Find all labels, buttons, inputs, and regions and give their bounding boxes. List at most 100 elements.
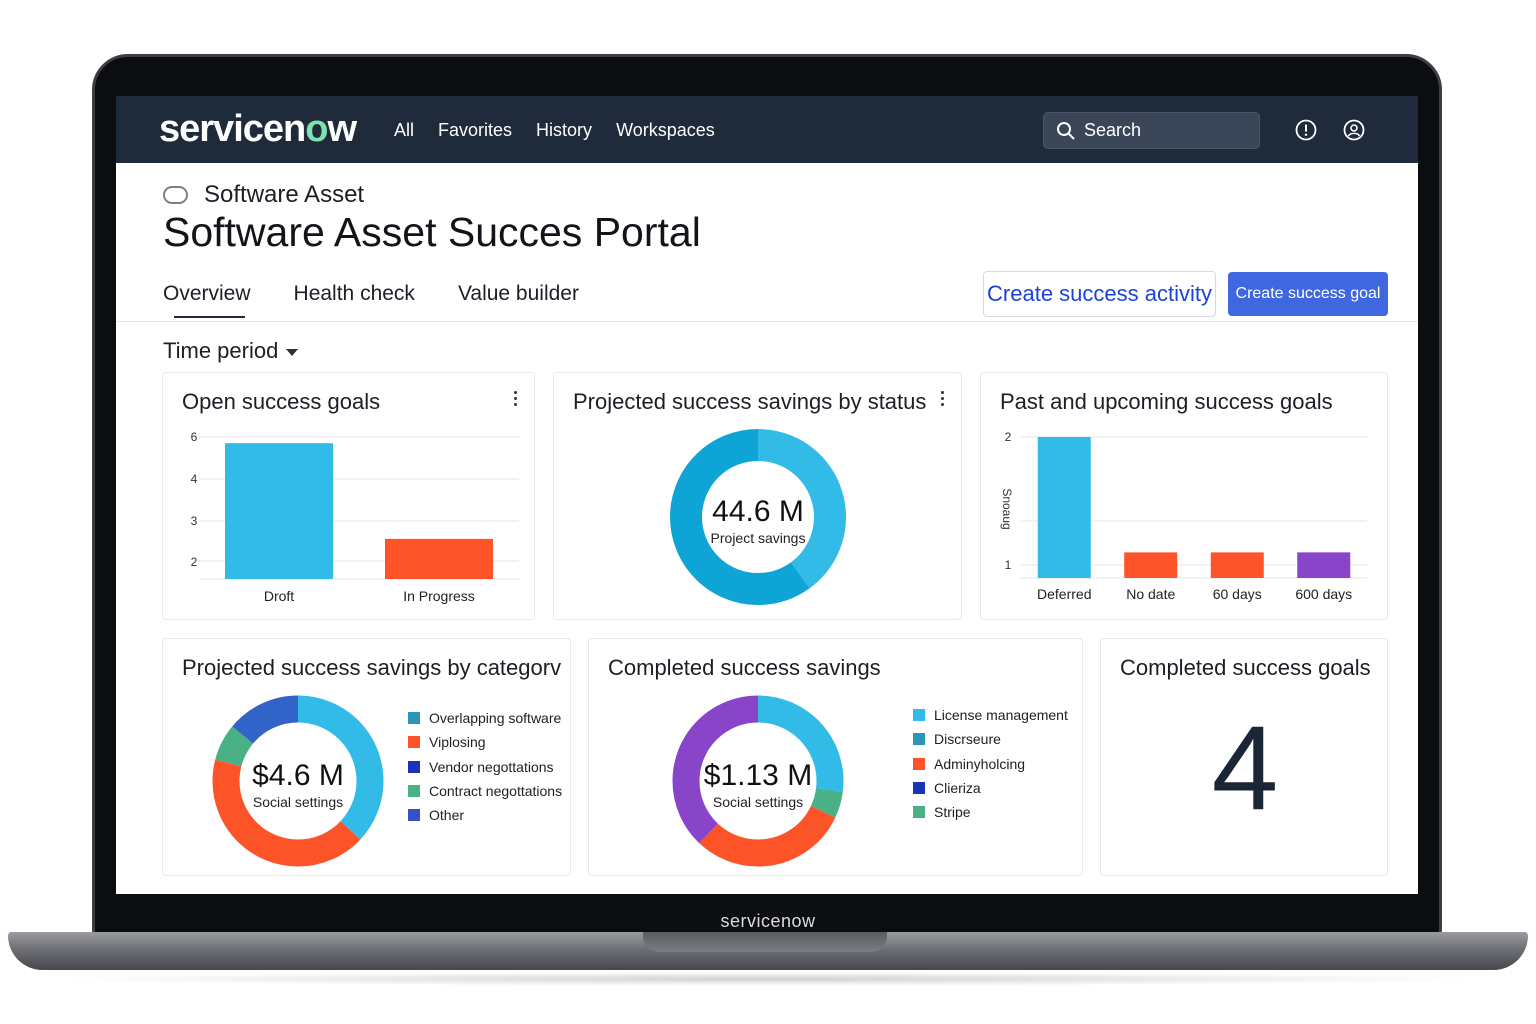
tab-overview[interactable]: Overview [163, 282, 251, 318]
tab-bar: Overview Health check Value builder [163, 282, 579, 318]
card-savings-by-status: Projected success savings by status 44.6… [553, 372, 962, 620]
completed-legend: License management Discrseure Adminyholcin… [913, 703, 1068, 824]
tab-health-check[interactable]: Health check [293, 282, 415, 305]
donut-slice[interactable] [212, 695, 384, 867]
legend-swatch [408, 785, 420, 798]
y-tick-label: 4 [191, 472, 198, 486]
legend-item[interactable]: Vendor negottations [408, 755, 562, 779]
nav-favorites[interactable]: Favorites [438, 120, 513, 140]
time-period-dropdown[interactable]: Time period [163, 338, 299, 364]
donut-sublabel: Project savings [711, 530, 806, 546]
nav-history[interactable]: History [536, 120, 593, 140]
legend-swatch [408, 736, 420, 749]
legend-label: Contract negottations [429, 783, 563, 800]
x-tick-label: 60 days [1213, 586, 1262, 602]
donut-slice[interactable] [672, 695, 844, 867]
screen: servicenow All Favorites History Workspa… [116, 96, 1418, 894]
completed-goals-count: 4 [1211, 701, 1279, 835]
bar[interactable] [1297, 552, 1351, 578]
legend-item[interactable]: License management [913, 703, 1068, 727]
past-upcoming-chart: 2 1 Deferred No date 60 days 600 days Snoaug [1000, 430, 1367, 602]
nav-workspaces[interactable]: Workspaces [616, 120, 715, 140]
tabs-divider [116, 321, 1418, 322]
tab-value-builder[interactable]: Value builder [457, 282, 579, 305]
legend-item[interactable]: Contract negottations [408, 779, 562, 803]
legend-label: Other [429, 807, 465, 824]
completed-savings-donut: $1.13 M Social settings [672, 695, 844, 867]
x-tick-label: In Progress [403, 588, 475, 604]
legend-label: Adminyholcing [934, 755, 1026, 772]
bar[interactable] [225, 443, 333, 579]
donut-ring [670, 429, 846, 605]
legend-item[interactable]: Discrseure [913, 727, 1068, 751]
search-label: Search [1084, 120, 1142, 140]
brand-text: servicenow [159, 108, 357, 150]
breadcrumb-label[interactable]: Software Asset [204, 181, 365, 208]
search-input[interactable]: Search [1043, 112, 1260, 149]
donut-ring [212, 695, 384, 867]
laptop-shadow [40, 972, 1496, 986]
y-tick-label: 6 [191, 430, 198, 444]
donut-slice[interactable] [672, 695, 844, 867]
nav-all[interactable]: All [394, 120, 415, 140]
legend-item[interactable]: Stripe [913, 800, 1068, 824]
laptop-notch [643, 932, 887, 952]
breadcrumb: Software Asset [163, 181, 364, 209]
user-avatar-icon[interactable] [1343, 119, 1365, 141]
search-icon [1057, 121, 1075, 140]
legend-item[interactable]: Adminyholcing [913, 752, 1068, 776]
card-savings-by-category: Projected success savings by categorv $4… [162, 638, 571, 876]
category-legend: Overlapping software Viplosing Vendor nego… [408, 706, 562, 827]
bar[interactable] [1210, 552, 1264, 578]
legend-item[interactable]: Overlapping software [408, 706, 562, 730]
caret-down-icon [286, 348, 299, 356]
y-axis-label: Snoaug [1000, 488, 1014, 529]
savings-status-donut: 44.6 M Project savings [670, 429, 846, 605]
x-tick-label: Deferred [1037, 586, 1091, 602]
legend-label: License management [934, 707, 1068, 724]
legend-label: Viplosing [429, 734, 486, 751]
legend-swatch [408, 809, 420, 822]
y-tick-label: 1 [1005, 558, 1012, 572]
legend-swatch [913, 782, 925, 795]
create-success-activity-button[interactable]: Create success activity [983, 271, 1216, 317]
donut-slice[interactable] [670, 429, 846, 605]
toggle-icon[interactable] [163, 186, 188, 204]
card-title: Past and upcoming success goals [1000, 389, 1333, 414]
legend-item[interactable]: Other [408, 803, 562, 827]
more-options-icon[interactable] [514, 391, 518, 409]
legend-item[interactable]: Clieriza [913, 776, 1068, 800]
x-tick-label: No date [1126, 586, 1175, 602]
donut-ring [672, 695, 844, 867]
y-tick-label: 2 [1005, 430, 1012, 444]
legend-swatch [408, 712, 420, 725]
alert-icon[interactable] [1295, 119, 1317, 141]
create-success-goal-button[interactable]: Create success goal [1228, 272, 1388, 316]
card-title: Projected success savings by categorv [182, 655, 562, 680]
savings-category-donut: $4.6 M Social settings [212, 695, 384, 867]
donut-slice[interactable] [212, 695, 384, 867]
donut-sublabel: Social settings [253, 794, 343, 810]
more-options-icon[interactable] [941, 391, 945, 409]
legend-swatch [408, 760, 420, 773]
legend-label: Vendor negottations [429, 758, 554, 775]
top-nav: servicenow All Favorites History Workspa… [116, 96, 1418, 163]
legend-label: Stripe [934, 804, 971, 821]
brand-logo[interactable]: servicenow [159, 108, 357, 151]
bar[interactable] [385, 538, 493, 579]
card-title: Completed success savings [608, 655, 881, 680]
card-completed-goals: Completed success goals 4 [1100, 638, 1388, 876]
bar[interactable] [1037, 437, 1091, 578]
legend-swatch [913, 757, 925, 770]
legend-swatch [913, 709, 925, 722]
bezel-logo: servicenow [720, 911, 816, 931]
y-tick-label: 3 [191, 514, 198, 528]
legend-item[interactable]: Viplosing [408, 730, 562, 754]
donut-value: 44.6 M [712, 495, 804, 528]
legend-label: Clieriza [934, 780, 981, 797]
bar[interactable] [1124, 552, 1178, 578]
nav-links: All Favorites History Workspaces [394, 120, 715, 141]
y-tick-label: 2 [191, 555, 198, 569]
card-past-upcoming-goals: Past and upcoming success goals 2 1 Deferr… [980, 372, 1388, 620]
card-open-success-goals: Open success goals 6 4 3 2 Droft In Progress [162, 372, 535, 620]
